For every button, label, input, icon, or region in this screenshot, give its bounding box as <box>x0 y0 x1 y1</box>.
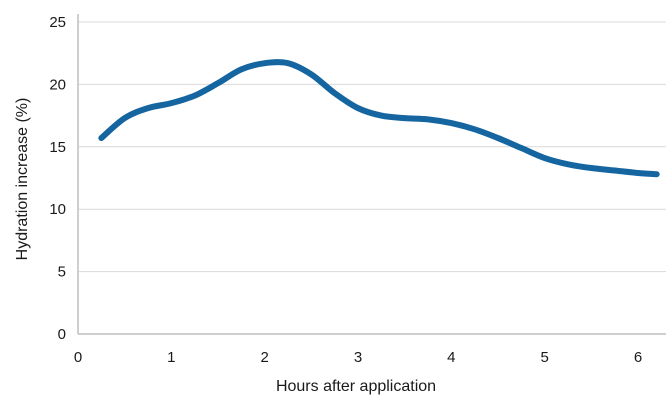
y-tick-label: 10 <box>49 201 66 218</box>
y-axis-title: Hydration increase (%) <box>14 98 31 261</box>
y-tick-label: 5 <box>58 264 66 281</box>
y-tick-label: 0 <box>58 326 66 343</box>
y-axis-ticks: 0 5 10 15 20 25 <box>49 14 66 343</box>
x-tick-label: 3 <box>354 349 362 366</box>
x-tick-label: 4 <box>447 349 455 366</box>
x-tick-label: 2 <box>260 349 268 366</box>
x-tick-label: 1 <box>167 349 175 366</box>
series-line-0 <box>98 59 660 178</box>
series-group <box>98 59 660 178</box>
axes <box>77 14 666 335</box>
x-axis-title: Hours after application <box>276 378 436 395</box>
y-tick-label: 20 <box>49 76 66 93</box>
y-tick-label: 15 <box>49 139 66 156</box>
x-axis-ticks: 0 1 2 3 4 5 6 <box>74 349 642 366</box>
y-tick-label: 25 <box>49 14 66 31</box>
gridlines <box>78 21 666 273</box>
x-tick-label: 5 <box>540 349 548 366</box>
x-tick-label: 6 <box>634 349 642 366</box>
x-tick-label: 0 <box>74 349 82 366</box>
